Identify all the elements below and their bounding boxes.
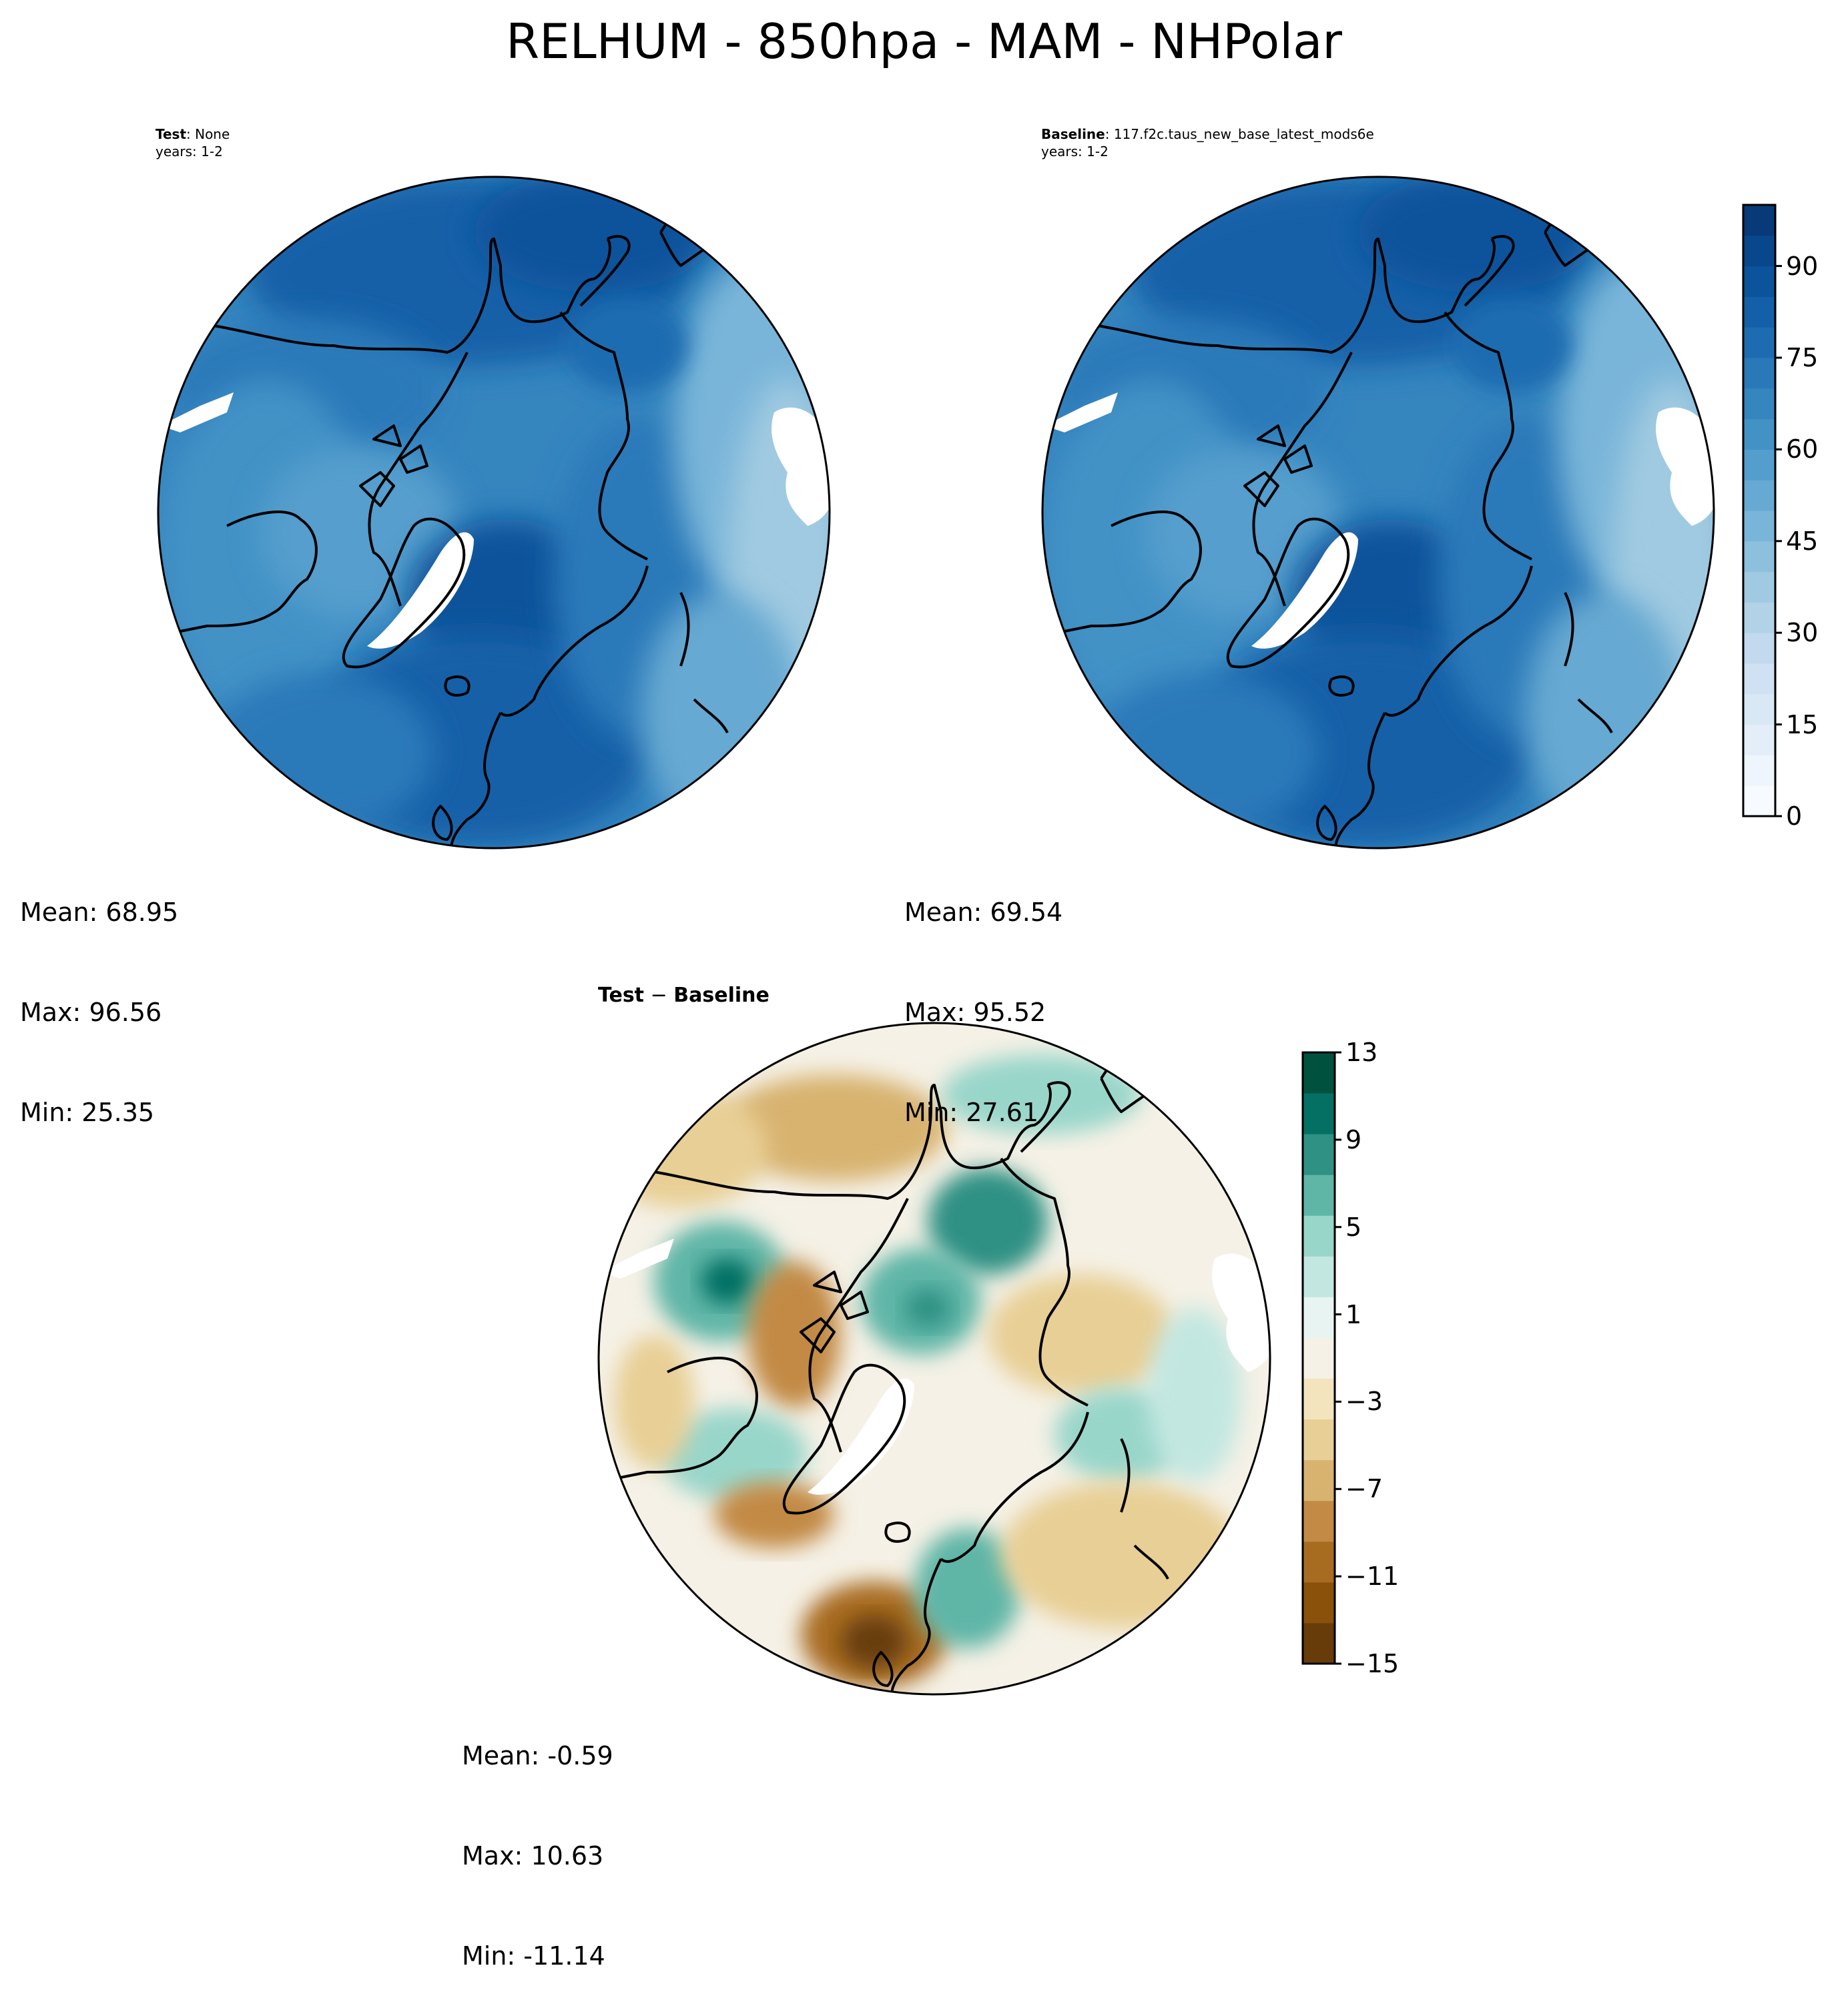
- test-max: Max: 96.56: [20, 998, 162, 1027]
- diff-colorbar-bin: [1303, 1419, 1335, 1461]
- test-panel-heading: Test: None years: 1-2: [156, 125, 230, 160]
- diff-panel-heading: Test − Baseline: [598, 984, 769, 1008]
- baseline-case-name: : 117.f2c.taus_new_base_latest_mods6e: [1105, 126, 1374, 142]
- diff-max: Max: 10.63: [462, 1841, 604, 1871]
- baseline-min: Min: 27.61: [904, 1098, 1039, 1127]
- main-colorbar-bin: [1743, 358, 1775, 389]
- test-case-name: : None: [186, 126, 230, 142]
- diff-colorbar-tick-label: 1: [1345, 1299, 1362, 1329]
- polar-maps: [147, 165, 1715, 1696]
- main-colorbar-tick-label: 75: [1786, 343, 1819, 372]
- diff-colorbar-bin: [1303, 1297, 1335, 1338]
- test-label: Test: [156, 126, 187, 142]
- figure-title: RELHUM - 850hpa - MAM - NHPolar: [506, 13, 1342, 69]
- diff-colorbar-tick-label: 5: [1345, 1212, 1362, 1242]
- main-colorbar-bin: [1743, 693, 1775, 725]
- diff-map-boundary: [597, 1022, 1271, 1696]
- diff-colorbar-tick-label: −11: [1345, 1562, 1400, 1592]
- main-colorbar-bin: [1743, 541, 1775, 573]
- main-colorbar-tick-label: 45: [1786, 526, 1819, 556]
- main-colorbar-tick-label: 15: [1786, 709, 1819, 739]
- main-colorbar-bin: [1743, 266, 1775, 297]
- diff-colorbar-bin: [1303, 1582, 1335, 1624]
- diff-colorbar-bin: [1303, 1541, 1335, 1583]
- main-colorbar: [1742, 204, 1782, 817]
- main-colorbar-bin: [1743, 663, 1775, 695]
- baseline-map-boundary: [1041, 176, 1715, 850]
- diff-colorbar-tick-label: −7: [1345, 1474, 1383, 1504]
- main-colorbar-bin: [1743, 785, 1775, 817]
- baseline-max: Max: 95.52: [904, 998, 1046, 1027]
- main-colorbar-tick-label: 90: [1786, 251, 1819, 281]
- main-colorbar-bin: [1743, 449, 1775, 480]
- main-colorbar-tick-label: 0: [1786, 801, 1803, 831]
- test-years: years: 1-2: [156, 143, 223, 159]
- diff-colorbar-tick-label: −3: [1345, 1387, 1383, 1417]
- baseline-years: years: 1-2: [1041, 143, 1109, 159]
- diff-min: Min: -11.14: [462, 1941, 605, 1971]
- main-colorbar-tick-label: 60: [1786, 434, 1819, 464]
- main-colorbar-bin: [1743, 511, 1775, 542]
- main-colorbar-bin: [1743, 480, 1775, 511]
- baseline-mean: Mean: 69.54: [904, 898, 1063, 927]
- diff-colorbar-bin: [1303, 1500, 1335, 1542]
- test-stats: Mean: 68.95 Max: 96.56 Min: 25.35: [20, 829, 178, 1162]
- main-colorbar-bin: [1743, 571, 1775, 603]
- diff-colorbar-bin: [1303, 1052, 1335, 1094]
- test-map: [147, 165, 830, 848]
- main-colorbar-bin: [1743, 755, 1775, 786]
- diff-label-baseline: Baseline: [673, 984, 769, 1007]
- diff-stats: Mean: -0.59 Max: 10.63 Min: -11.14: [462, 1672, 613, 2006]
- main-colorbar-bin: [1743, 296, 1775, 328]
- baseline-stats: Mean: 69.54 Max: 95.52 Min: 27.61: [904, 829, 1062, 1162]
- baseline-panel-heading: Baseline: 117.f2c.taus_new_base_latest_m…: [1041, 125, 1374, 160]
- diff-colorbar-tick-label: 13: [1345, 1038, 1378, 1067]
- diff-colorbar-bin: [1303, 1337, 1335, 1379]
- test-mean: Mean: 68.95: [20, 898, 179, 927]
- diff-colorbar-bin: [1303, 1459, 1335, 1501]
- baseline-map: [1031, 165, 1714, 848]
- main-colorbar-bin: [1743, 235, 1775, 267]
- diff-mean: Mean: -0.59: [462, 1741, 613, 1770]
- diff-label-test: Test: [598, 984, 645, 1007]
- diff-colorbar: [1301, 1051, 1341, 1665]
- main-colorbar-bin: [1743, 633, 1775, 664]
- baseline-label: Baseline: [1041, 126, 1105, 142]
- diff-colorbar-bin: [1303, 1134, 1335, 1175]
- main-colorbar-bin: [1743, 724, 1775, 755]
- diff-colorbar-bin: [1303, 1622, 1335, 1664]
- main-colorbar-bin: [1743, 602, 1775, 633]
- main-colorbar-tick-label: 30: [1786, 618, 1819, 648]
- main-colorbar-bin: [1743, 327, 1775, 358]
- diff-colorbar-frame: [1301, 1051, 1336, 1665]
- diff-colorbar-tick-label: 9: [1345, 1124, 1362, 1154]
- diff-colorbar-tick-label: −15: [1345, 1649, 1400, 1678]
- main-colorbar-frame: [1742, 204, 1777, 817]
- diff-colorbar-bin: [1303, 1093, 1335, 1134]
- diff-map: [599, 1023, 1270, 1694]
- diff-colorbar-bin: [1303, 1256, 1335, 1297]
- diff-colorbar-bin: [1303, 1378, 1335, 1420]
- main-colorbar-bin: [1743, 418, 1775, 450]
- main-colorbar-bin: [1743, 205, 1775, 236]
- diff-label-operator: −: [644, 984, 674, 1007]
- test-map-boundary: [157, 176, 831, 850]
- main-colorbar-bin: [1743, 388, 1775, 420]
- test-min: Min: 25.35: [20, 1098, 155, 1127]
- diff-colorbar-bin: [1303, 1215, 1335, 1257]
- diff-colorbar-bin: [1303, 1175, 1335, 1216]
